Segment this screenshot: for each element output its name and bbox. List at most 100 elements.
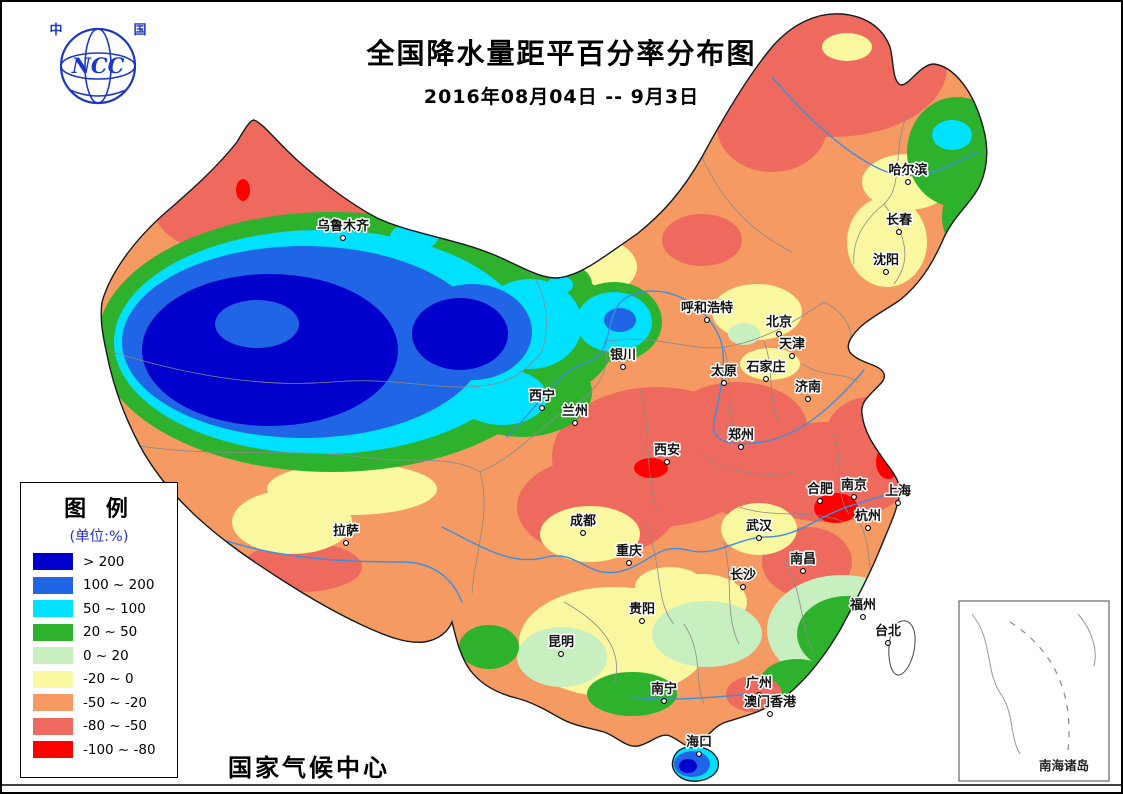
legend-range-label: 20 ~ 50	[83, 624, 138, 640]
map-date-range: 2016年08月04日 -- 9月3日	[423, 86, 700, 108]
city-marker	[740, 584, 746, 590]
city-label: 武汉	[746, 518, 773, 534]
legend-range-label: 50 ~ 100	[83, 600, 146, 617]
rivers	[201, 76, 978, 700]
map-title: 全国降水量距平百分率分布图	[366, 37, 757, 70]
legend-item: -80 ~ -50	[33, 717, 177, 735]
legend-item: -100 ~ -80	[33, 741, 177, 758]
city-label: 杭州	[855, 508, 881, 524]
city-label: 南宁	[651, 681, 677, 697]
city-marker	[756, 535, 762, 541]
legend-range-label: 0 ~ 20	[83, 647, 129, 664]
city-marker	[767, 711, 773, 717]
legend-swatch	[33, 600, 73, 617]
legend-swatch	[33, 647, 73, 664]
city-marker	[580, 530, 586, 536]
city-marker	[763, 376, 769, 382]
city-marker	[626, 560, 632, 566]
legend-item: > 200	[33, 553, 177, 570]
city-label: 台北	[875, 623, 901, 639]
logo-char-left: 中	[49, 22, 62, 38]
city-marker	[539, 405, 545, 411]
city-label: 上海	[885, 483, 911, 499]
legend-swatch	[33, 670, 73, 688]
city-label: 长沙	[730, 567, 756, 583]
city-label: 南昌	[790, 551, 816, 567]
legend-range-label: -100 ~ -80	[83, 741, 156, 758]
city-marker	[895, 500, 901, 506]
city-marker	[558, 651, 564, 657]
city-label: 呼和浩特	[681, 300, 733, 316]
city-marker	[721, 380, 727, 386]
city-marker	[664, 459, 670, 465]
legend-swatch	[33, 553, 73, 570]
city-label: 天津	[779, 336, 805, 352]
city-marker	[817, 498, 823, 504]
legend-range-label: 100 ~ 200	[83, 577, 155, 593]
city-marker	[620, 364, 626, 370]
city-label: 兰州	[562, 403, 588, 419]
city-label: 银川	[610, 347, 636, 363]
ncc-logo: 中 国 NCC	[40, 16, 156, 114]
city-label: 济南	[795, 379, 821, 395]
city-label: 澳门香港	[744, 694, 797, 710]
city-label: 太原	[710, 363, 737, 379]
city-label: 西安	[654, 442, 680, 458]
inset-frame	[958, 600, 1110, 782]
city-marker	[756, 692, 762, 698]
city-marker	[639, 618, 645, 624]
source-credit: 国家气候中心	[228, 754, 390, 782]
city-marker	[696, 751, 702, 757]
city-label: 贵阳	[629, 601, 655, 617]
logo-text: NCC	[71, 53, 125, 78]
legend-item: 50 ~ 100	[33, 600, 177, 617]
city-label: 合肥	[807, 481, 833, 497]
inset-label: 南海诸岛	[1039, 758, 1089, 773]
city-label: 成都	[570, 513, 596, 529]
city-marker	[704, 317, 710, 323]
city-label: 重庆	[616, 543, 642, 559]
city-marker	[572, 420, 578, 426]
city-marker	[896, 229, 902, 235]
city-marker	[885, 640, 891, 646]
legend-swatch	[33, 576, 73, 594]
city-marker	[805, 396, 811, 402]
city-label: 石家庄	[745, 359, 785, 375]
country-outline	[100, 13, 988, 749]
legend-swatch	[33, 717, 73, 735]
legend-title: 图 例	[64, 497, 134, 522]
legend-swatch	[33, 694, 73, 711]
city-label: 西宁	[529, 388, 555, 404]
city-label: 南京	[841, 477, 867, 493]
city-marker	[860, 614, 866, 620]
regions-over-200	[142, 274, 697, 773]
city-label: 海口	[686, 734, 712, 750]
legend-item: 0 ~ 20	[33, 647, 177, 664]
legend-items: > 200 100 ~ 200 50 ~ 100 20 ~ 50 0 ~ 20 -20 ~…	[21, 553, 177, 758]
legend-swatch	[33, 741, 73, 758]
city-marker	[883, 269, 889, 275]
legend-item: 20 ~ 50	[33, 623, 177, 641]
city-marker	[340, 235, 346, 241]
city-label: 北京	[766, 314, 792, 330]
city-label: 广州	[746, 675, 772, 691]
city-marker	[789, 353, 795, 359]
city-marker	[343, 540, 349, 546]
city-label: 郑州	[728, 427, 754, 443]
city-label: 哈尔滨	[888, 162, 927, 178]
logo-char-right: 国	[133, 23, 146, 38]
city-marker	[851, 494, 857, 500]
city-marker	[776, 331, 782, 337]
legend-range-label: -20 ~ 0	[83, 671, 134, 687]
city-label: 拉萨	[333, 523, 359, 539]
hainan-outline	[671, 745, 720, 782]
city-marker	[738, 444, 744, 450]
legend-range-label: > 200	[83, 553, 125, 570]
city-marker	[661, 698, 667, 704]
city-label: 沈阳	[873, 252, 899, 268]
legend-item: -50 ~ -20	[33, 694, 177, 711]
legend-swatch	[33, 623, 73, 641]
